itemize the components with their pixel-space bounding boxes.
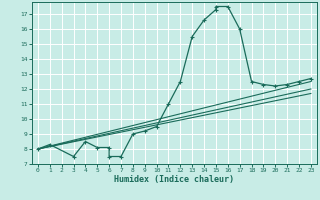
X-axis label: Humidex (Indice chaleur): Humidex (Indice chaleur) [115, 175, 234, 184]
